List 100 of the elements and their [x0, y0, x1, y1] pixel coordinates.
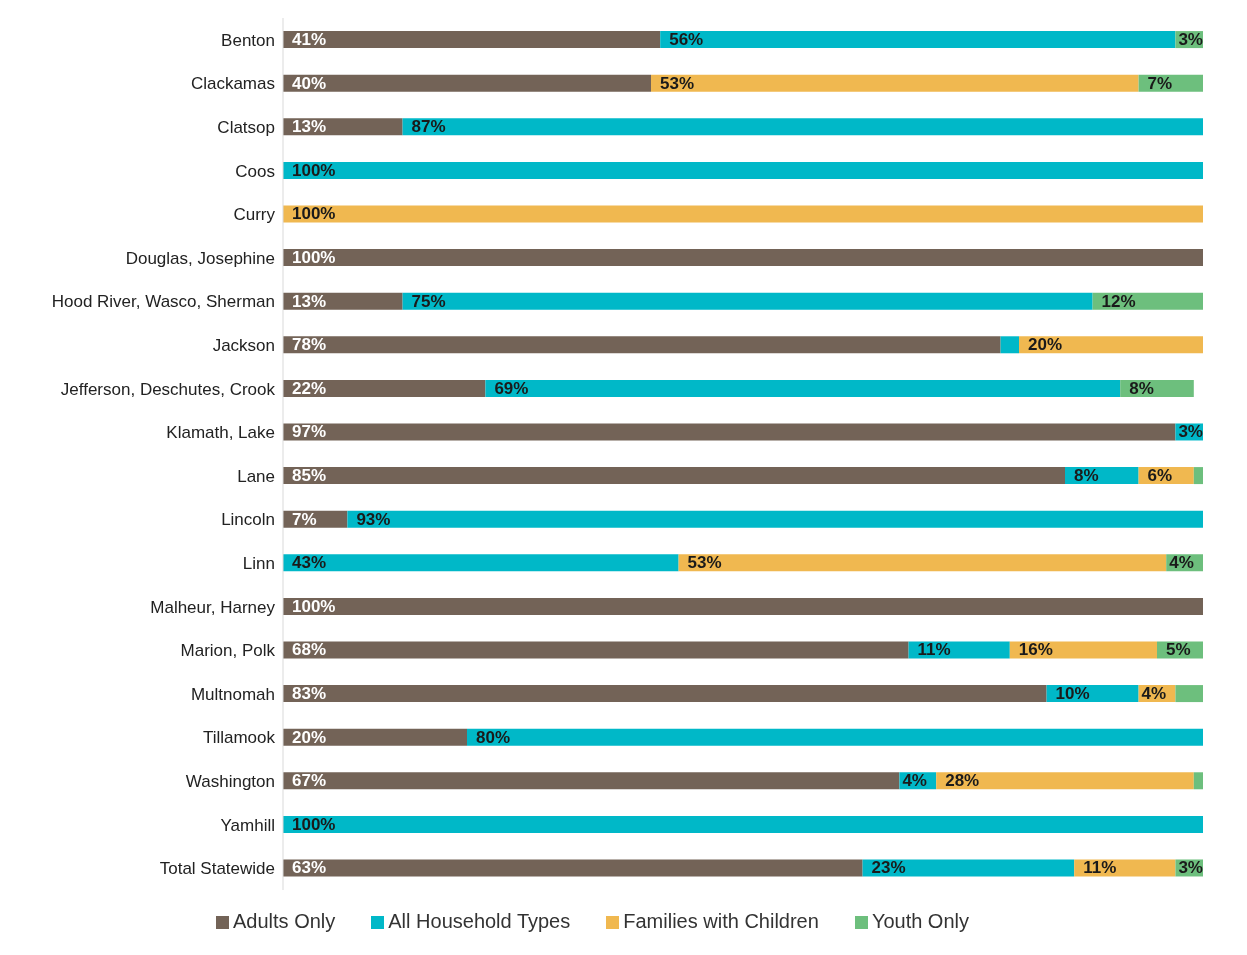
- data-label: 4%: [1169, 553, 1194, 573]
- y-tick-label: Malheur, Harney: [150, 597, 276, 617]
- y-tick-label: Coos: [235, 161, 275, 181]
- y-tick-label: Washington: [185, 772, 275, 792]
- data-label: 8%: [1074, 466, 1099, 486]
- data-label: 83%: [292, 684, 327, 704]
- bar: [862, 859, 1075, 877]
- y-tick-label: Clackamas: [190, 74, 275, 94]
- bar: [467, 728, 1203, 746]
- y-tick-label: Total Statewide: [159, 859, 275, 879]
- data-label: 40%: [292, 73, 327, 93]
- bar: [283, 205, 1203, 223]
- data-label: 12%: [1101, 291, 1136, 311]
- bar: [283, 728, 467, 746]
- data-label: 63%: [292, 858, 327, 878]
- y-tick-label: Multnomah: [190, 684, 275, 704]
- data-label: 56%: [669, 30, 704, 50]
- data-label: 20%: [292, 727, 327, 747]
- bar: [283, 815, 1203, 833]
- data-label: 69%: [494, 378, 529, 398]
- data-label: 41%: [292, 30, 327, 50]
- bar: [283, 379, 486, 397]
- bar: [651, 74, 1139, 92]
- data-label: 53%: [660, 73, 695, 93]
- data-label: 3%: [1178, 30, 1203, 50]
- data-label: 100%: [292, 160, 336, 180]
- bar: [347, 510, 1203, 528]
- data-label: 13%: [292, 117, 327, 137]
- data-label: 78%: [292, 335, 327, 355]
- bar: [283, 685, 1047, 703]
- data-label: 20%: [1028, 335, 1063, 355]
- y-tick-label: Jefferson, Deschutes, Crook: [60, 379, 276, 399]
- data-label: 4%: [1141, 684, 1167, 704]
- data-label: 100%: [292, 814, 336, 834]
- data-label: 3%: [1178, 858, 1203, 878]
- y-tick-label: Jackson: [212, 336, 275, 356]
- bar: [283, 74, 651, 92]
- bar: [283, 641, 909, 659]
- bar: [660, 31, 1176, 49]
- data-label: 5%: [1166, 640, 1191, 660]
- data-label: 97%: [292, 422, 327, 442]
- data-label: 8%: [1129, 378, 1154, 398]
- legend-label: Families with Children: [623, 910, 819, 932]
- y-tick-label: Lane: [237, 466, 275, 486]
- bar: [1193, 772, 1203, 790]
- data-label: 10%: [1055, 684, 1090, 704]
- data-label: 68%: [292, 640, 327, 660]
- bar: [1175, 685, 1203, 703]
- bar: [283, 423, 1176, 441]
- y-tick-label: Douglas, Josephine: [125, 248, 275, 268]
- y-tick-label: Curry: [233, 205, 276, 225]
- data-label: 23%: [871, 858, 906, 878]
- bar: [1193, 467, 1203, 485]
- bar: [402, 292, 1093, 310]
- bar: [283, 249, 1203, 267]
- data-label: 93%: [356, 509, 391, 529]
- data-label: 7%: [1147, 73, 1173, 93]
- y-tick-label: Linn: [242, 554, 275, 574]
- legend-label: Youth Only: [871, 910, 969, 932]
- bar: [283, 859, 863, 877]
- bar: [283, 554, 679, 572]
- bar: [283, 161, 1203, 179]
- y-tick-label: Tillamook: [202, 728, 276, 748]
- bar: [485, 379, 1121, 397]
- data-label: 67%: [292, 771, 327, 791]
- data-label: 100%: [292, 204, 336, 224]
- data-label: 3%: [1178, 422, 1203, 442]
- data-label: 7%: [292, 509, 317, 529]
- legend-label: All Household Types: [388, 910, 571, 932]
- data-label: 16%: [1018, 640, 1053, 660]
- y-tick-label: Lincoln: [221, 510, 275, 530]
- bar: [1000, 336, 1019, 354]
- data-label: 80%: [476, 727, 511, 747]
- bar: [283, 597, 1203, 615]
- data-label: 75%: [411, 291, 446, 311]
- bar: [1019, 336, 1203, 354]
- y-tick-label: Benton: [221, 30, 275, 50]
- y-tick-label: Clatsop: [217, 118, 275, 138]
- data-label: 85%: [292, 466, 327, 486]
- bar: [936, 772, 1194, 790]
- data-label: 53%: [687, 553, 722, 573]
- y-tick-label: Yamhill: [220, 815, 275, 835]
- y-tick-label: Marion, Polk: [180, 641, 276, 661]
- data-label: 6%: [1147, 466, 1173, 486]
- bar: [283, 336, 1001, 354]
- legend-label: Adults Only: [233, 910, 336, 932]
- data-label: 43%: [292, 553, 327, 573]
- data-label: 11%: [1083, 858, 1117, 878]
- data-label: 87%: [411, 117, 446, 137]
- data-label: 4%: [902, 771, 927, 791]
- y-tick-label: Hood River, Wasco, Sherman: [51, 292, 275, 312]
- bar: [283, 31, 661, 49]
- bar: [283, 772, 900, 790]
- bar: [283, 467, 1065, 485]
- data-label: 100%: [292, 248, 336, 268]
- data-label: 28%: [945, 771, 980, 791]
- data-label: 100%: [292, 596, 336, 616]
- bar: [402, 118, 1203, 136]
- data-label: 22%: [292, 378, 327, 398]
- data-label: 13%: [292, 291, 327, 311]
